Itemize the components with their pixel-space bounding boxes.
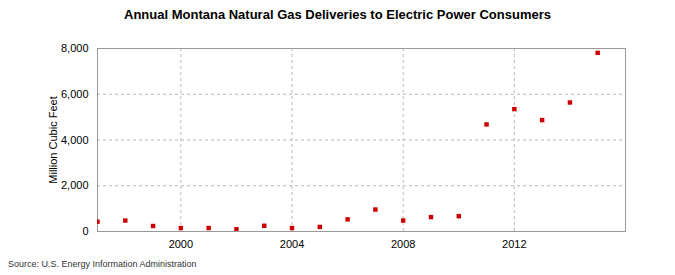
svg-text:Million Cubic Feet: Million Cubic Feet bbox=[47, 96, 59, 183]
svg-text:6,000: 6,000 bbox=[61, 88, 89, 100]
svg-text:2004: 2004 bbox=[280, 238, 304, 250]
svg-text:8,000: 8,000 bbox=[61, 42, 89, 54]
svg-text:2,000: 2,000 bbox=[61, 179, 89, 191]
svg-text:0: 0 bbox=[82, 225, 88, 237]
svg-text:4,000: 4,000 bbox=[61, 134, 89, 146]
svg-text:2008: 2008 bbox=[391, 238, 415, 250]
svg-text:2012: 2012 bbox=[502, 238, 526, 250]
html-text:Annual Montana Natural Gas Del: Annual Montana Natural Gas Deliveries to… bbox=[124, 7, 551, 22]
html-text:Source: U.S. Energy Informatio: Source: U.S. Energy Information Administ… bbox=[8, 259, 197, 269]
svg-text:2000: 2000 bbox=[169, 238, 193, 250]
